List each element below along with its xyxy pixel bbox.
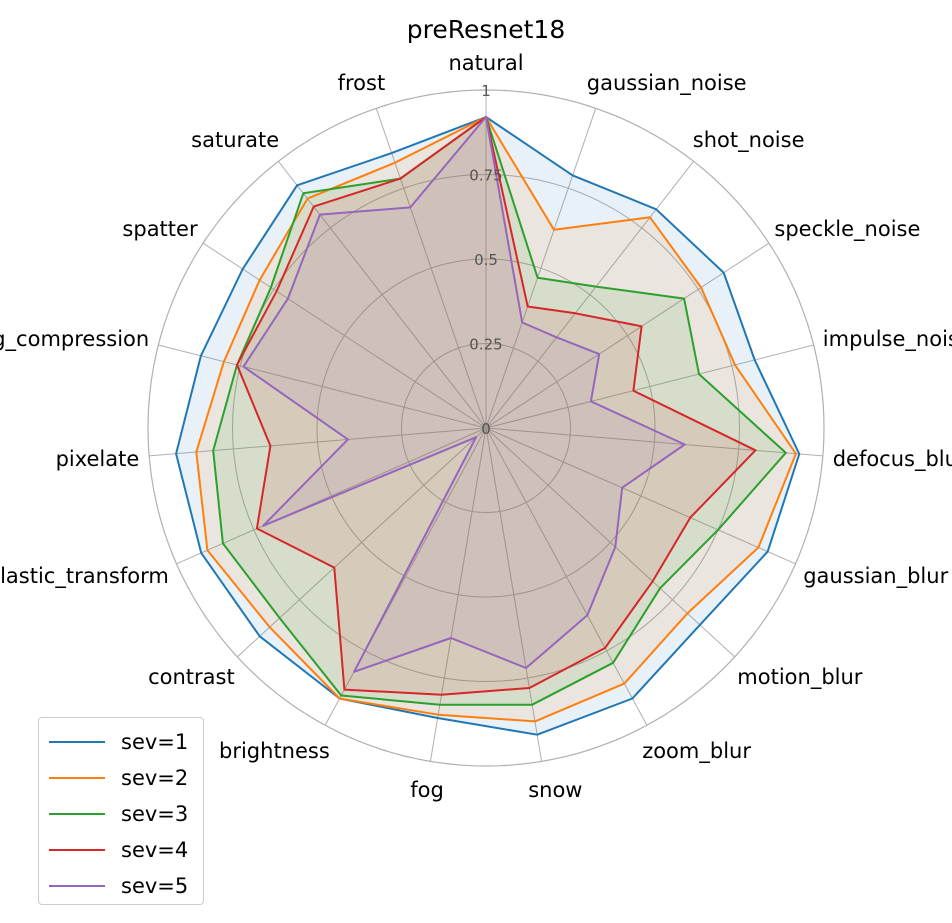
series-fill xyxy=(237,117,756,695)
grid-spoke xyxy=(485,427,648,726)
grid-circle xyxy=(400,342,572,514)
category-label: gaussian_noise xyxy=(587,71,747,96)
grid-spoke xyxy=(429,427,487,762)
category-label: brightness xyxy=(219,739,330,763)
legend-item: sev=4 xyxy=(49,832,203,868)
series-fill xyxy=(196,117,796,722)
category-label: shot_noise xyxy=(693,128,805,153)
series-line xyxy=(175,116,801,736)
category-label: natural xyxy=(448,51,523,75)
legend-item: sev=5 xyxy=(49,868,203,904)
legend: sev=1 sev=2 sev=3 sev=4 sev=5 xyxy=(38,717,204,905)
polar-grid xyxy=(147,89,825,767)
radial-tick-label: 0.25 xyxy=(469,336,502,354)
chart-title: preResnet18 xyxy=(407,15,565,44)
series-lines xyxy=(175,116,801,736)
grid-spoke xyxy=(485,427,736,658)
grid-circle xyxy=(147,89,825,767)
radial-tick-label: 0.75 xyxy=(469,167,502,185)
series-line xyxy=(242,116,686,673)
category-label: motion_blur xyxy=(737,665,863,690)
grid-spoke xyxy=(236,427,487,658)
legend-label: sev=5 xyxy=(121,874,189,898)
grid-spoke xyxy=(485,108,597,429)
category-label: speckle_noise xyxy=(774,217,920,242)
radial-tick-labels: 0 0.25 0.5 0.75 1 xyxy=(469,82,502,438)
series-fill xyxy=(243,117,685,672)
legend-label: sev=2 xyxy=(121,766,189,790)
legend-item: sev=2 xyxy=(49,760,203,796)
series-line xyxy=(212,116,787,706)
legend-swatch xyxy=(49,777,105,779)
grid-spoke xyxy=(485,344,814,429)
grid-spoke xyxy=(149,427,487,457)
category-label: gaussian_blur xyxy=(803,564,948,589)
category-label: fog xyxy=(410,778,444,802)
category-label: spatter xyxy=(122,217,198,241)
grid-spoke xyxy=(485,427,543,762)
legend-swatch xyxy=(49,813,105,815)
grid-spoke xyxy=(278,160,487,429)
grid-spoke xyxy=(485,427,796,565)
grid-spoke xyxy=(375,108,487,429)
grid-spoke xyxy=(324,427,487,726)
category-label: frost xyxy=(338,71,386,95)
grid-spoke xyxy=(176,427,487,565)
category-labels: natural gaussian_noise shot_noise speckle_n… xyxy=(0,51,952,802)
legend-swatch xyxy=(49,849,105,851)
legend-item: sev=1 xyxy=(49,724,203,760)
grid-spoke xyxy=(202,242,487,429)
series-line xyxy=(195,116,797,723)
legend-swatch xyxy=(49,885,105,887)
radial-tick-label: 0 xyxy=(481,420,491,438)
category-label: contrast xyxy=(148,665,235,689)
legend-item: sev=3 xyxy=(49,796,203,832)
legend-label: sev=1 xyxy=(121,730,189,754)
category-label: pixelate xyxy=(56,447,140,471)
legend-swatch xyxy=(49,741,105,743)
grid-spoke xyxy=(485,160,694,429)
category-label: jpeg_compression xyxy=(0,327,149,352)
series-line xyxy=(236,116,757,696)
grid-spoke xyxy=(485,242,770,429)
category-label: impulse_noise xyxy=(823,327,952,352)
category-label: zoom_blur xyxy=(642,739,751,764)
series-fill xyxy=(176,117,800,735)
series-fill xyxy=(213,117,786,705)
grid-spoke xyxy=(485,427,823,457)
grid-spoke xyxy=(158,344,487,429)
grid-circle xyxy=(231,173,741,683)
grid-circle xyxy=(316,258,656,598)
category-label: elastic_transform xyxy=(0,564,169,589)
legend-label: sev=3 xyxy=(121,802,189,826)
radial-tick-label: 0.5 xyxy=(474,251,498,269)
category-label: saturate xyxy=(191,128,279,152)
legend-label: sev=4 xyxy=(121,838,189,862)
category-label: snow xyxy=(528,778,582,802)
series-fills xyxy=(176,117,800,735)
radial-tick-label: 1 xyxy=(481,82,491,100)
category-label: defocus_blur xyxy=(833,447,952,472)
